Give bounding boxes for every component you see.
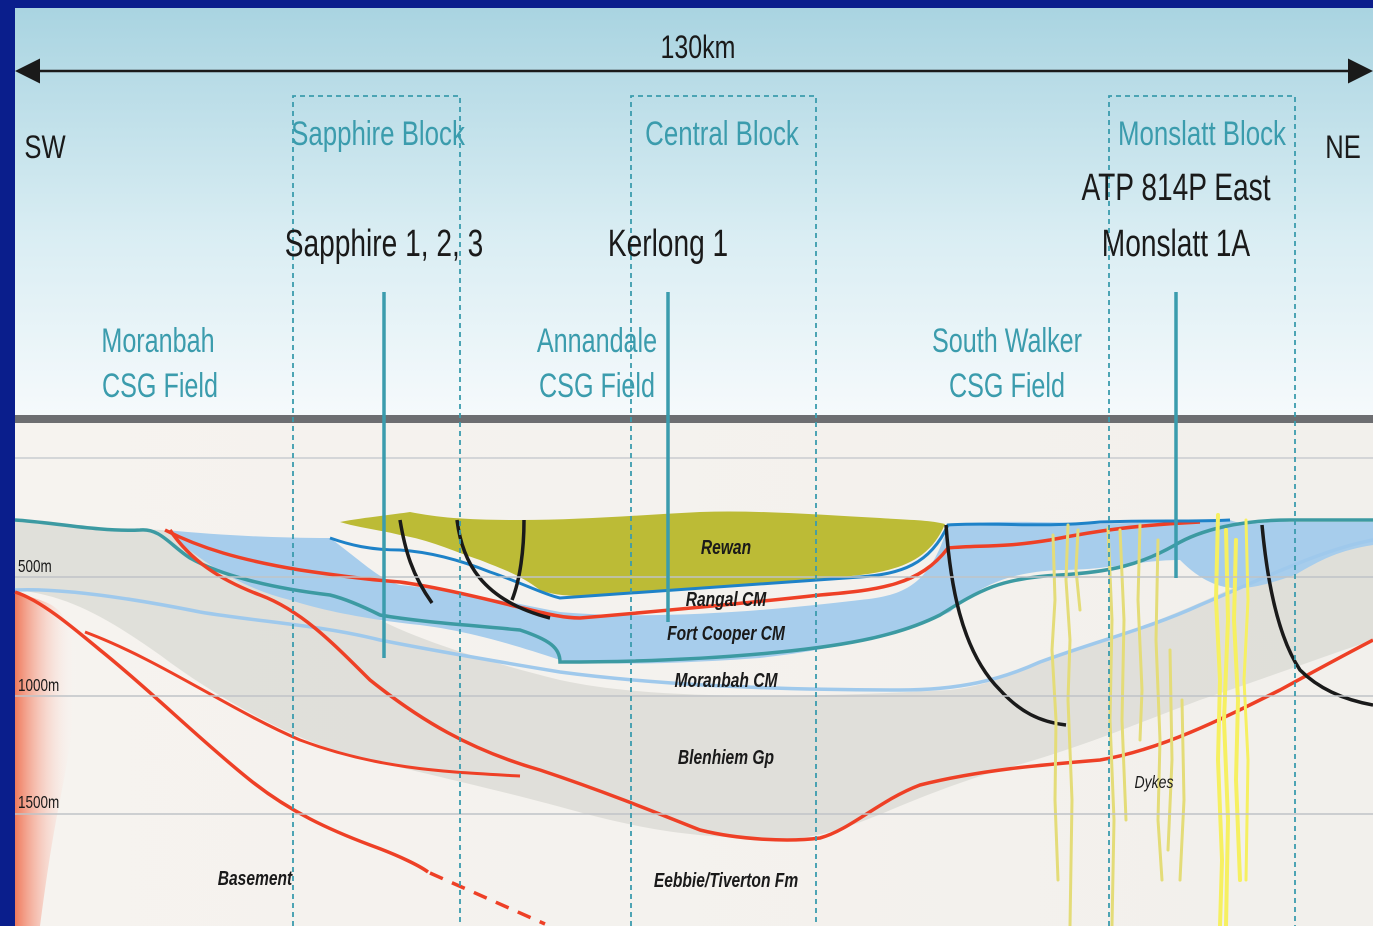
upper-panel	[15, 8, 1373, 418]
rewan-label: Rewan	[701, 536, 751, 558]
monslatt-well-label: Monslatt 1A	[1102, 223, 1251, 265]
fault-1	[398, 519, 434, 605]
basement-fault-line	[84, 630, 521, 778]
rangal-horizon	[164, 520, 1201, 620]
light-blue-horizon	[14, 538, 1373, 692]
central-block-title: Central Block	[645, 116, 799, 153]
fault-4	[944, 524, 1067, 727]
grey-sediment-layer	[15, 519, 1373, 839]
annandale-field-line2: CSG Field	[539, 367, 655, 405]
rangal-label: Rangal CM	[686, 588, 767, 610]
basement-horizon-dashed	[429, 871, 546, 926]
sw-label: SW	[24, 130, 66, 165]
block-outlines	[292, 95, 1296, 926]
ne-label: NE	[1325, 130, 1361, 165]
dykes-label: Dykes	[1135, 772, 1174, 792]
south-walker-field-line1: South Walker	[932, 322, 1082, 360]
monslatt-block-title: Monslatt Block	[1118, 116, 1287, 153]
fort-cooper-label: Fort Cooper CM	[667, 622, 786, 644]
moranbah-field-line2: CSG Field	[102, 367, 218, 405]
basement-horizon	[14, 590, 430, 874]
eebbie-label: Eebbie/Tiverton Fm	[654, 869, 798, 891]
rewan-base-horizon	[329, 518, 1231, 600]
basement-label: Basement	[218, 867, 293, 889]
annandale-field-line1: Annandale	[537, 322, 657, 360]
sapphire-wells-label: Sapphire 1, 2, 3	[285, 223, 483, 265]
blenhiem-base-horizon	[168, 529, 1373, 842]
fault-3	[510, 519, 526, 601]
frame-top	[0, 0, 1373, 8]
fault-5	[1260, 524, 1373, 707]
basement-body	[15, 592, 79, 926]
surface-line	[15, 415, 1373, 423]
depth-1500-label: 1500m	[18, 793, 59, 812]
blenhiem-label: Blenhiem Gp	[678, 746, 774, 768]
moranbah-cm-label: Moranbah CM	[674, 669, 778, 691]
depth-500-label: 500m	[18, 557, 52, 576]
coal-measure-body	[165, 520, 1373, 664]
sapphire-block-title: Sapphire Block	[291, 116, 466, 153]
atp-label: ATP 814P East	[1081, 167, 1271, 209]
moranbah-field-line1: Moranbah	[101, 322, 214, 360]
rewan-layer	[340, 511, 945, 596]
kerlong-well-label: Kerlong 1	[608, 223, 728, 265]
distance-label: 130km	[661, 30, 736, 66]
frame-left	[0, 0, 15, 926]
south-walker-field-line2: CSG Field	[949, 367, 1065, 405]
depth-1000-label: 1000m	[18, 676, 59, 695]
